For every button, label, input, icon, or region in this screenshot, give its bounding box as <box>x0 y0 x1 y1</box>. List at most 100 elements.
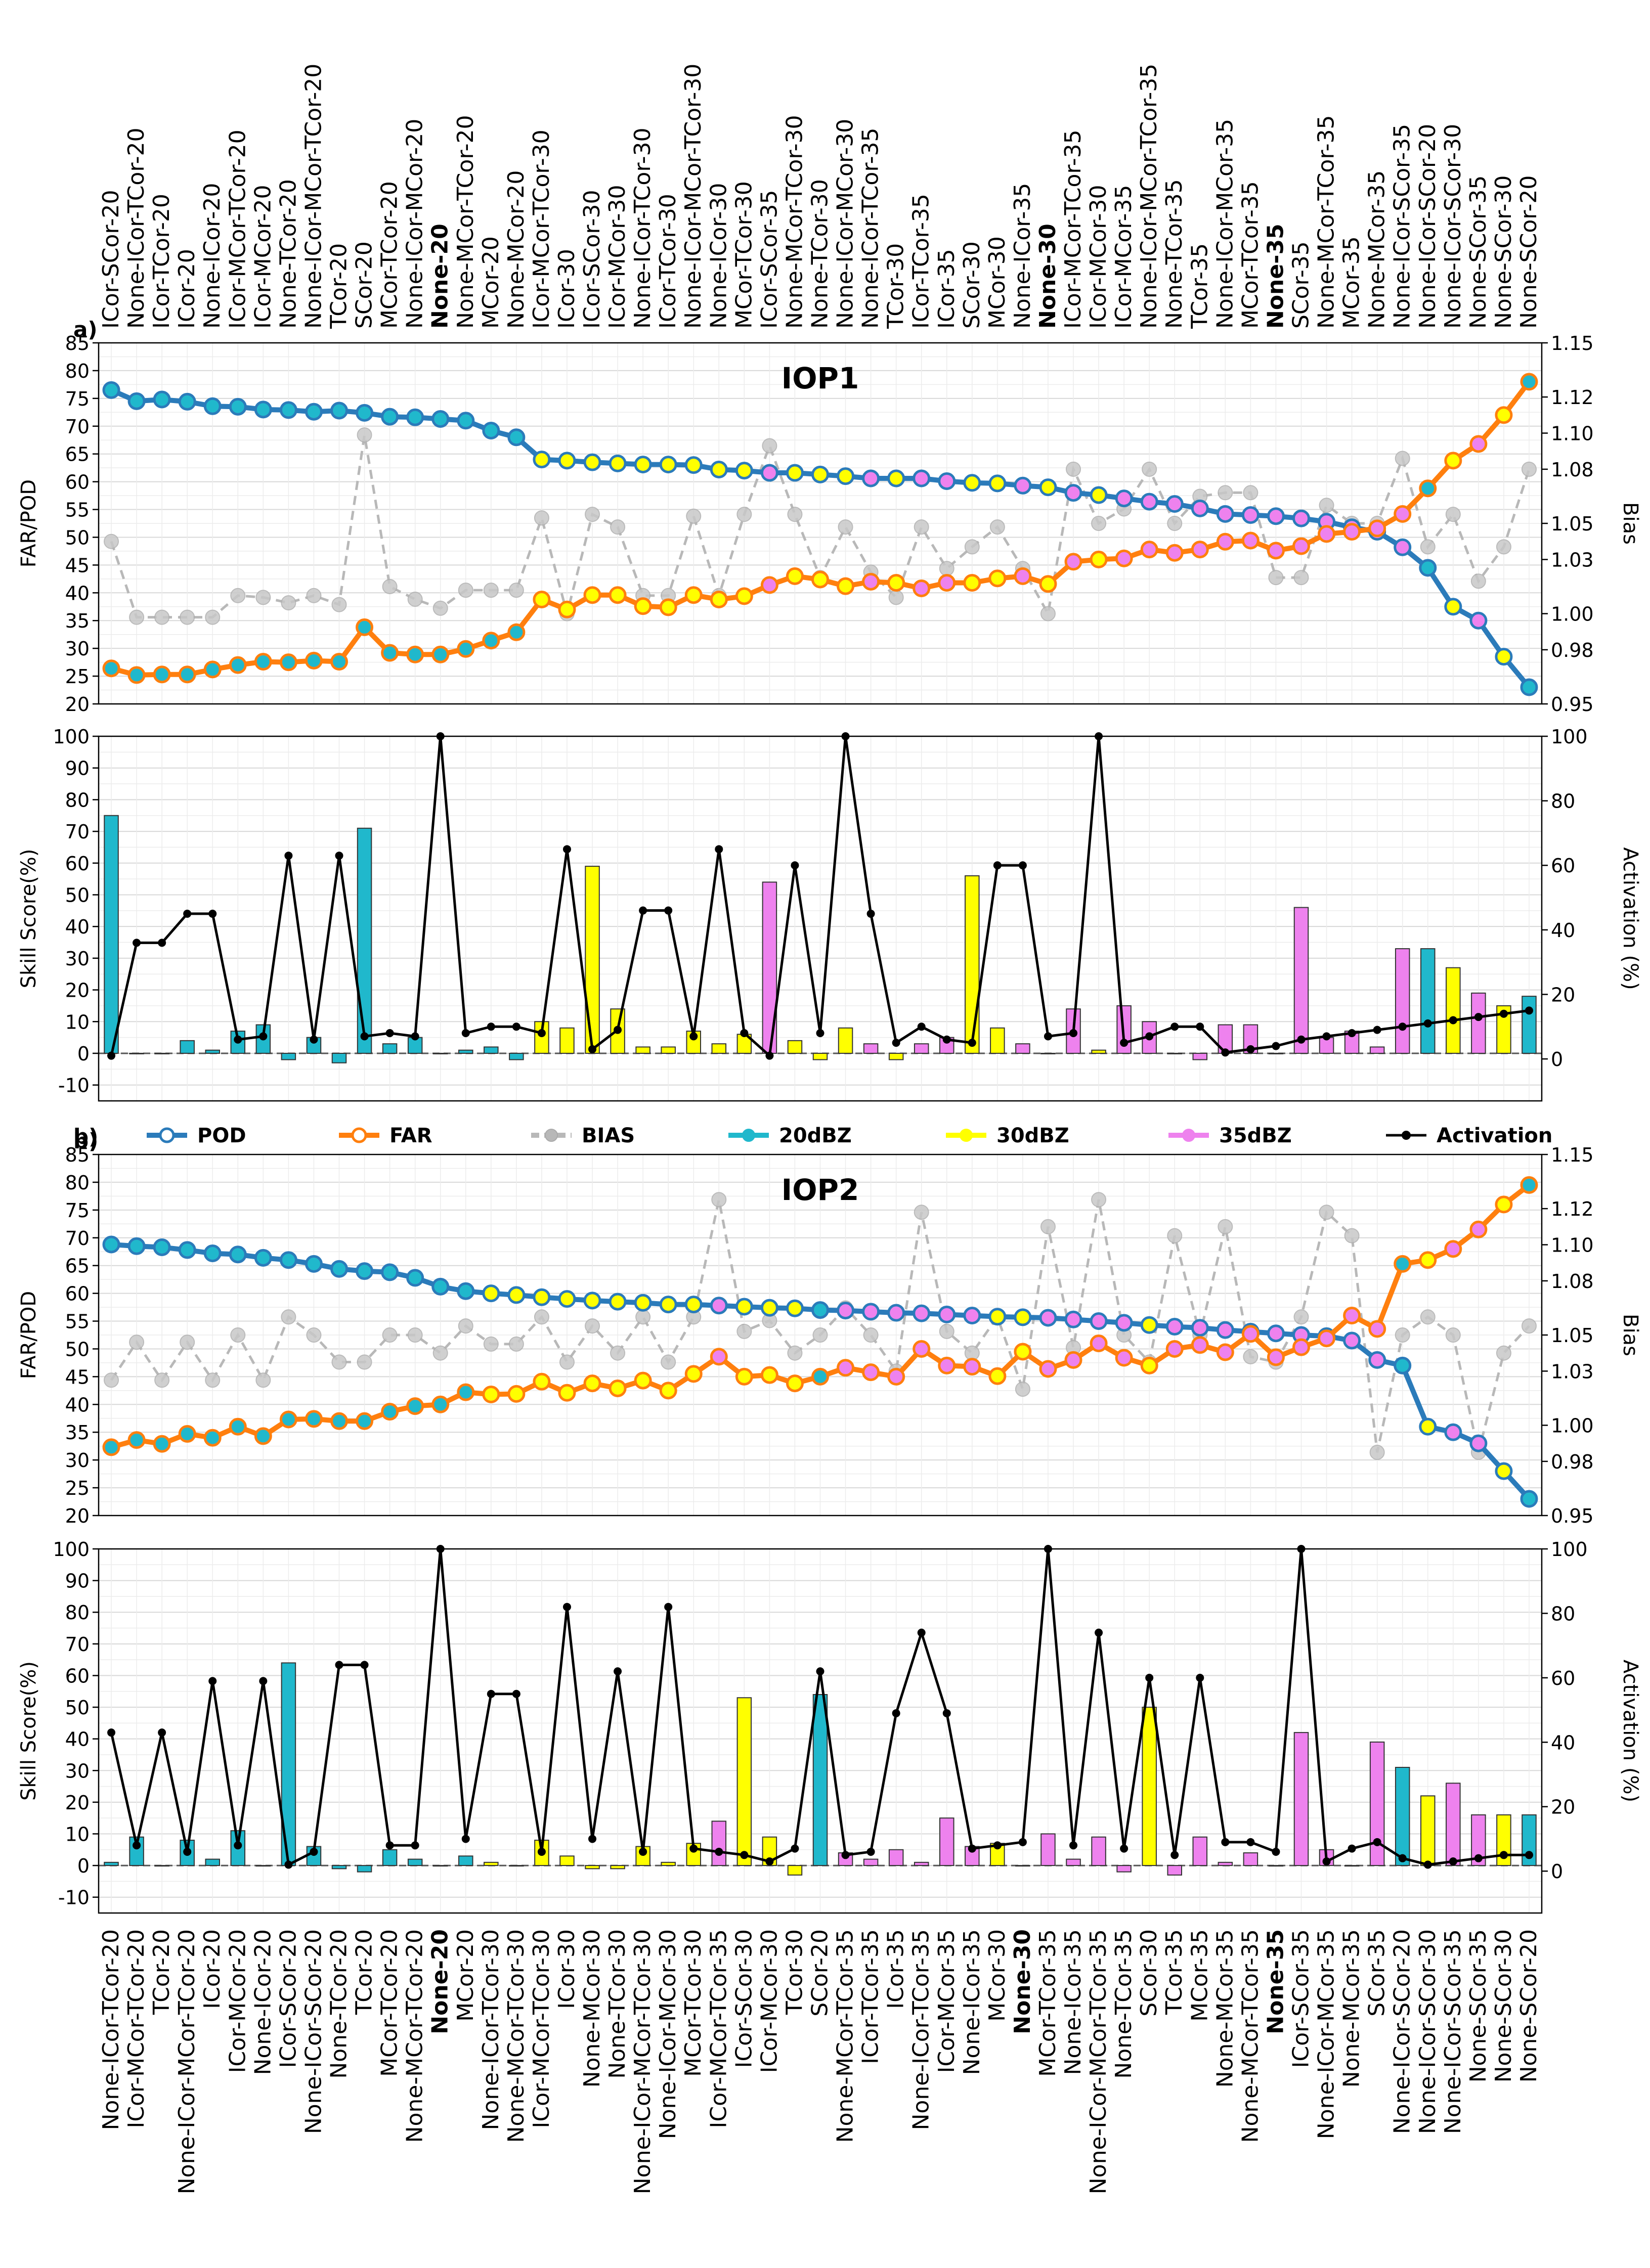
skill-bar <box>914 1043 929 1054</box>
skill-bar <box>661 1861 676 1866</box>
ytick-label-right: 1.05 <box>1551 1324 1594 1347</box>
activation-point <box>1069 1841 1078 1850</box>
skill-bar <box>939 1817 954 1866</box>
ytick-label-left: 45 <box>65 554 90 576</box>
pod-point <box>1140 493 1158 511</box>
activation-point <box>1398 1022 1407 1031</box>
activation-point <box>310 1035 318 1044</box>
skill-bar <box>484 1046 499 1054</box>
bias-point <box>888 590 904 605</box>
far-point <box>1292 1338 1310 1356</box>
pod-point <box>862 1303 880 1321</box>
activation-point <box>1196 1673 1204 1682</box>
ytick-label-left: 50 <box>65 884 90 906</box>
panel-label: b) <box>73 1124 98 1149</box>
far-point <box>1495 406 1513 424</box>
category-label: None-ICor-MCor-TCor-30 <box>630 1929 656 2194</box>
pod-point <box>786 1299 804 1317</box>
pod-point <box>913 469 931 487</box>
skill-bar <box>1395 1767 1410 1866</box>
skill-bar <box>104 1861 119 1866</box>
far-point <box>862 572 880 591</box>
activation-point <box>1170 1851 1179 1859</box>
activation-point <box>1297 1035 1306 1044</box>
pod-point <box>837 1302 855 1320</box>
ytick-label-left: 30 <box>65 948 90 970</box>
pod-point <box>178 392 196 411</box>
bias-point <box>432 600 448 616</box>
panel-title: IOP1 <box>781 361 859 395</box>
activation-point <box>234 1841 242 1850</box>
pod-point <box>1090 1312 1108 1330</box>
far-point <box>178 665 196 684</box>
far-point <box>1115 1349 1133 1367</box>
pod-point <box>811 1301 829 1319</box>
skill-bar <box>711 1043 727 1054</box>
category-label: None-SCor-30 <box>1491 175 1516 329</box>
activation-point <box>1322 1857 1331 1866</box>
ytick-label-left: 60 <box>65 471 90 494</box>
bottom-axis-frame <box>98 735 1543 1102</box>
pod-point <box>913 1304 931 1322</box>
bias-point <box>483 1336 499 1352</box>
pod-point <box>507 428 526 447</box>
activation-point <box>1246 1838 1255 1846</box>
category-label: MCor-TCor-35 <box>1237 181 1263 329</box>
category-label: None-ICor-MCor-35 <box>1314 1929 1339 2139</box>
pod-point <box>1216 1321 1234 1339</box>
bias-point <box>585 507 600 522</box>
far-point <box>938 1356 956 1374</box>
far-point <box>760 576 778 594</box>
bias-point <box>382 1327 398 1343</box>
bias-point <box>939 1323 954 1339</box>
category-label: None-ICor-MCor-35 <box>1212 119 1238 329</box>
bias-point <box>711 1192 727 1208</box>
skill-bar <box>863 1858 879 1866</box>
category-label: ICor-20 <box>174 249 200 329</box>
activation-point <box>183 1847 192 1856</box>
ytick-label-left: 45 <box>65 1366 90 1388</box>
activation-point <box>639 906 647 915</box>
activation-point <box>562 1603 571 1611</box>
bias-point <box>154 1372 170 1388</box>
bias-point <box>989 519 1005 535</box>
category-label: MCor-TCor-30 <box>731 181 757 329</box>
pod-point <box>988 1308 1007 1326</box>
pod-point <box>887 1304 905 1322</box>
ytick-label-left: 40 <box>65 916 90 938</box>
skill-bar <box>129 1052 144 1054</box>
activation-point <box>411 1841 419 1850</box>
ylabel-left: FAR/POD <box>17 1291 40 1379</box>
activation-point <box>892 1039 900 1047</box>
bias-point <box>281 595 296 611</box>
ytick-label-right: 0.98 <box>1551 639 1594 661</box>
pod-point <box>735 1298 753 1316</box>
far-point <box>988 569 1007 588</box>
ytick-label-right: 1.08 <box>1551 459 1594 481</box>
skill-bar <box>1395 948 1410 1054</box>
pod-point <box>760 464 778 482</box>
far-point <box>1140 541 1158 559</box>
activation-point <box>1373 1838 1381 1846</box>
bias-point <box>812 1327 828 1343</box>
bias-point <box>281 1309 296 1325</box>
category-label: None-ICor-35 <box>1010 183 1035 329</box>
far-point <box>127 666 146 684</box>
ytick-label-right: 20 <box>1551 984 1575 1006</box>
category-label: None-TCor-30 <box>807 179 833 329</box>
far-point <box>381 1403 399 1421</box>
activation-point <box>537 1029 546 1038</box>
category-label: None-SCor-20 <box>1516 1929 1542 2082</box>
legend-swatch-marker <box>159 1127 175 1143</box>
skill-bar <box>812 1052 828 1060</box>
activation-point <box>588 1045 597 1053</box>
pod-point <box>330 1260 348 1278</box>
activation-point <box>664 1603 673 1611</box>
ytick-label-right: 0.95 <box>1551 1505 1594 1527</box>
skill-bar <box>357 827 372 1054</box>
category-label: ICor-MCor-30 <box>1085 185 1111 329</box>
category-label: TCor-35 <box>1187 243 1212 329</box>
activation-point <box>1423 1019 1432 1028</box>
category-label: None-SCor-35 <box>1465 1929 1491 2082</box>
far-point <box>229 1417 247 1436</box>
